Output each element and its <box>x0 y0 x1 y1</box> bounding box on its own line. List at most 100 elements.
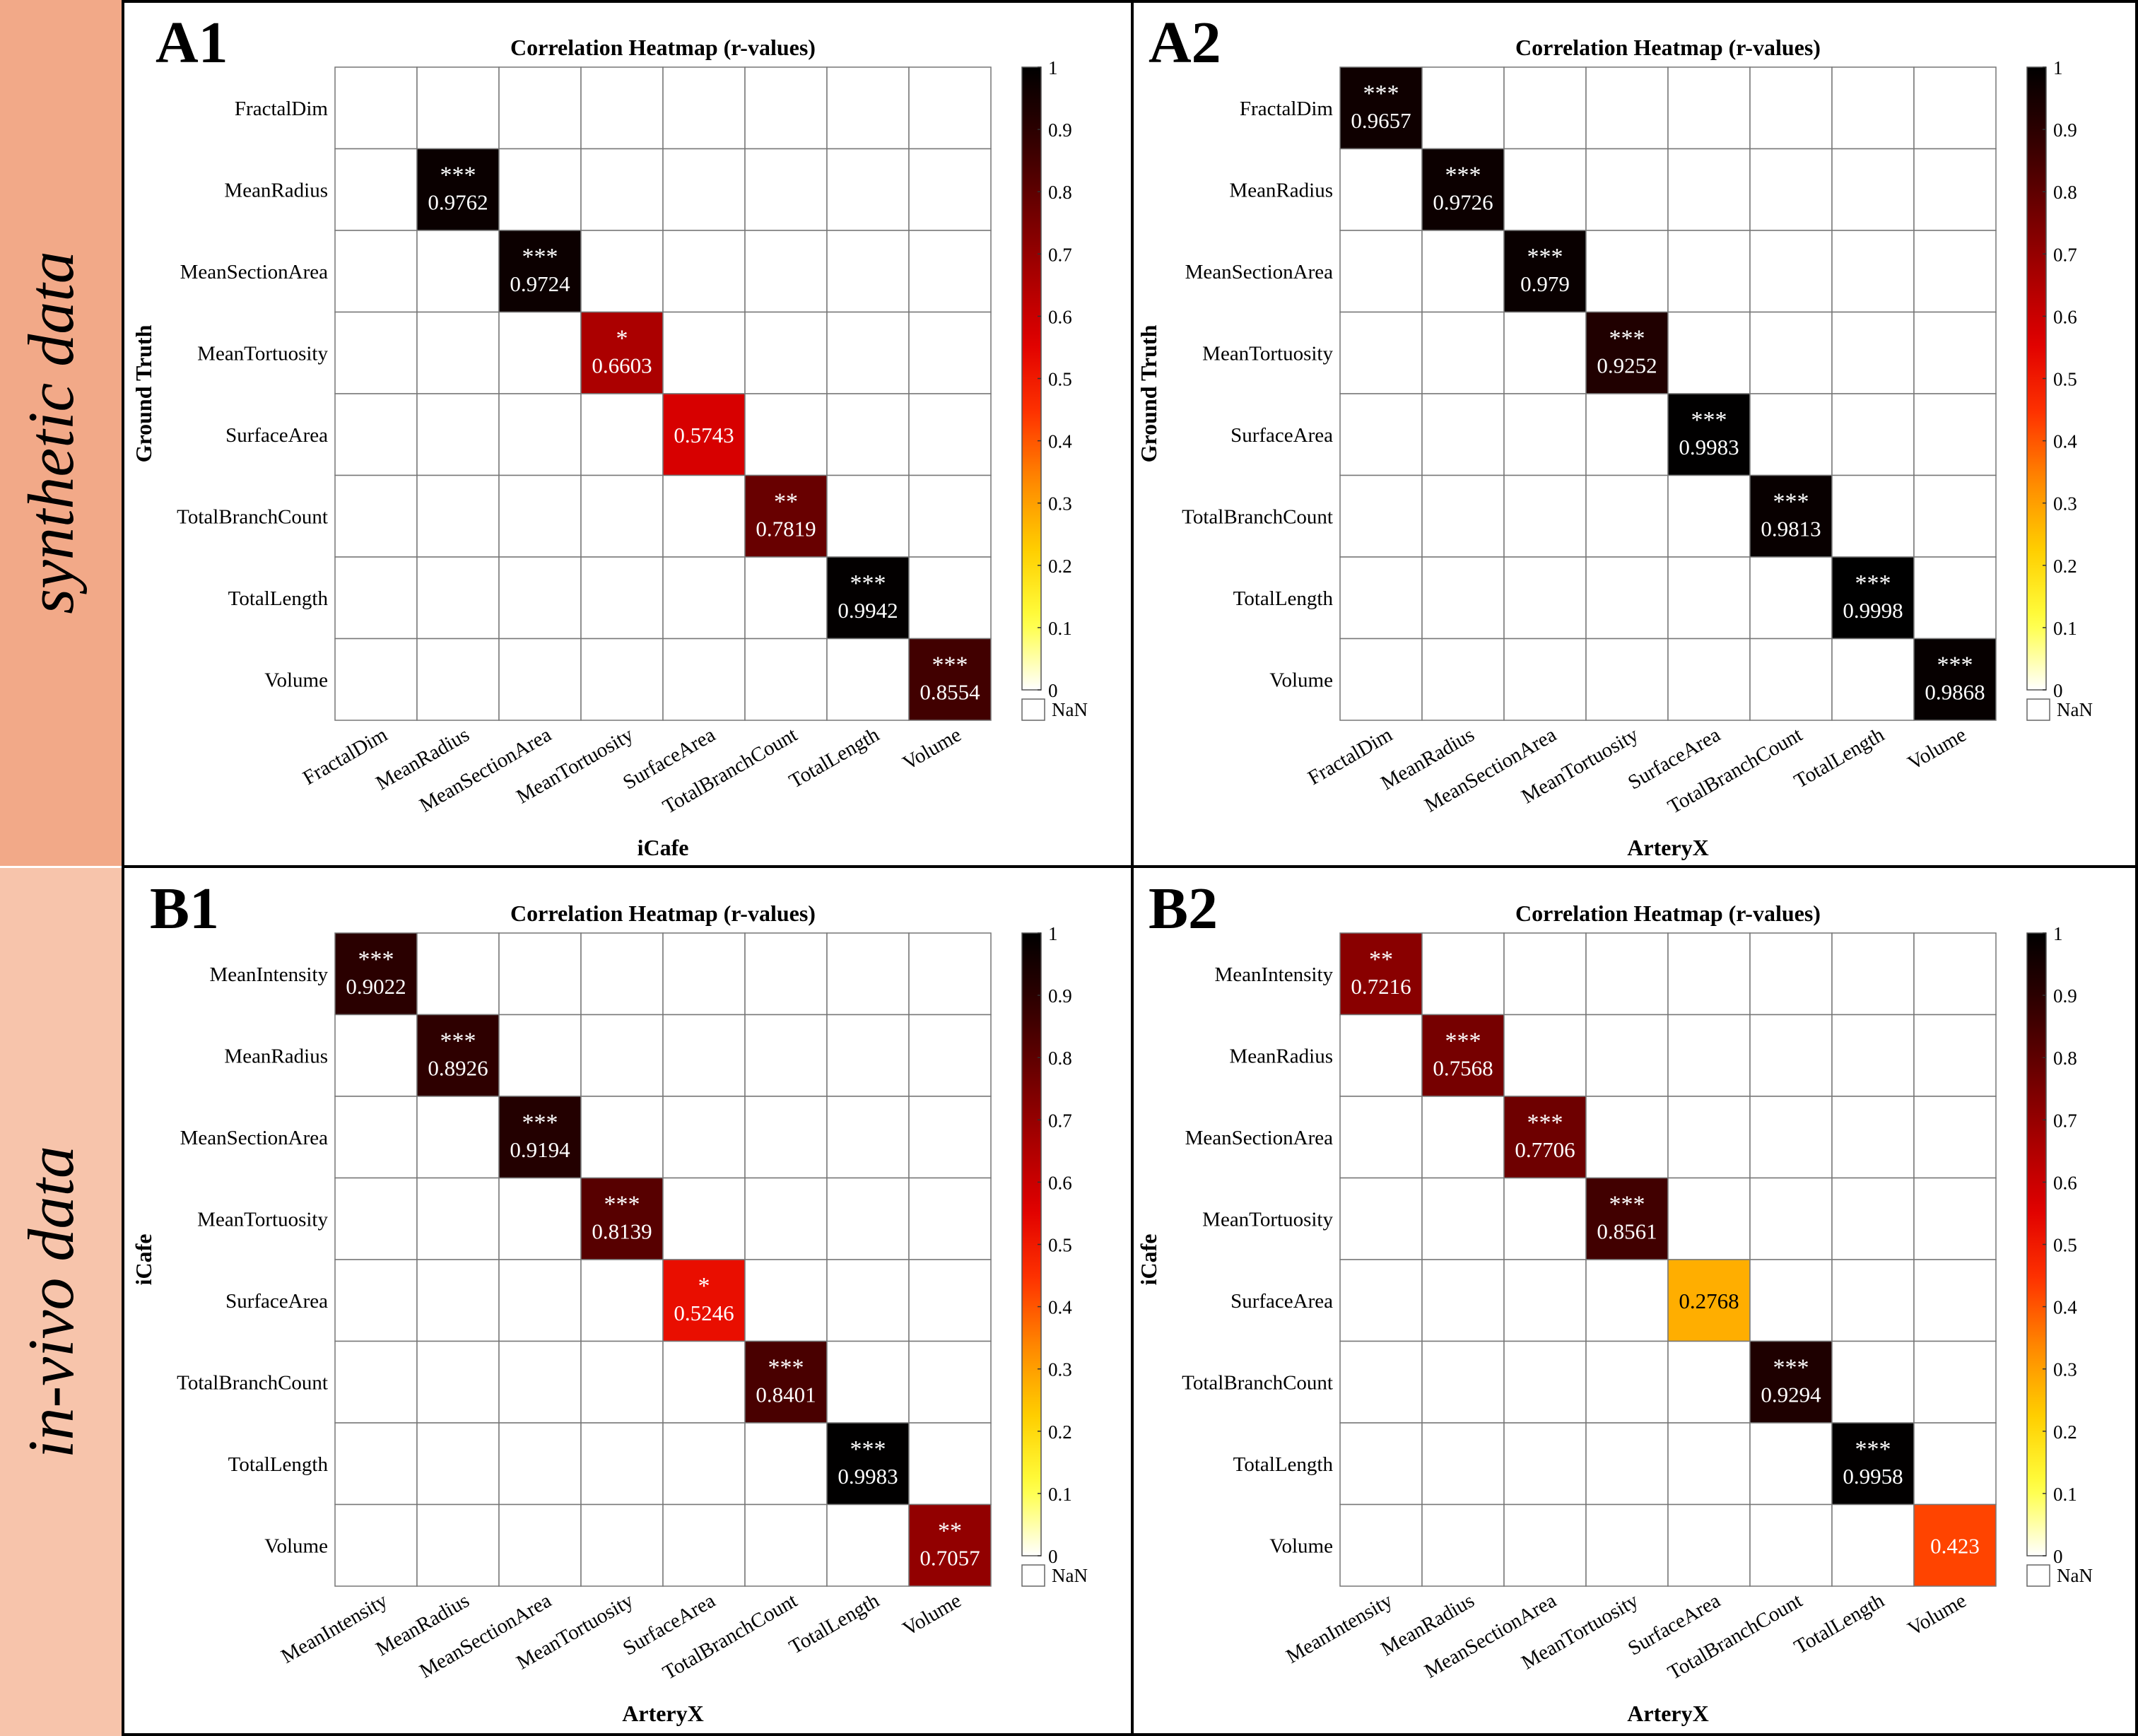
colorbar-tick-label: 0.4 <box>2053 1297 2077 1318</box>
heatmap-cell <box>1339 638 1423 721</box>
heatmap-cell <box>826 1177 910 1260</box>
heatmap-cell <box>1831 393 1915 476</box>
y-tick-label: Volume <box>1269 1535 1333 1557</box>
colorbar-tick-label: 0.3 <box>2053 1359 2077 1380</box>
chart-title: Correlation Heatmap (r-values) <box>510 35 816 60</box>
heatmap-cell <box>662 1096 746 1179</box>
y-tick-label: MeanRadius <box>224 179 328 201</box>
heatmap-cell <box>1585 1096 1669 1179</box>
heatmap-cell <box>580 1422 664 1506</box>
heatmap-cell <box>1339 311 1423 394</box>
heatmap-cell <box>1913 1014 1997 1097</box>
row-band-invivo <box>0 868 122 1736</box>
heatmap-cell <box>1421 1503 1505 1587</box>
colorbar-tick-label: 0.9 <box>1048 119 1072 141</box>
heatmap-panel-b2: B2 Correlation Heatmap (r-values) **0.7216… <box>1136 876 2093 1726</box>
heatmap-cell <box>1831 230 1915 313</box>
heatmap-cell-diagonal <box>1421 1014 1505 1097</box>
significance-label: * <box>698 1273 710 1299</box>
heatmap-cell <box>1831 1503 1915 1587</box>
heatmap-cell <box>498 393 582 476</box>
heatmap-cell <box>1831 1340 1915 1424</box>
heatmap-cell <box>908 556 992 640</box>
heatmap-cell-diagonal <box>908 638 992 721</box>
y-tick-label: MeanRadius <box>224 1045 328 1067</box>
heatmap-cell <box>1667 1096 1751 1179</box>
colorbar-tick-label: 0.1 <box>1048 1484 1072 1505</box>
colorbar-tick-label: 0 <box>1048 1546 1058 1567</box>
heatmap-cell <box>1831 148 1915 231</box>
heatmap-cell <box>1503 393 1587 476</box>
cell-value-label: 0.7568 <box>1433 1055 1493 1080</box>
heatmap-cell <box>1667 1422 1751 1506</box>
cell-value-label: 0.9942 <box>838 598 898 623</box>
cell-value-label: 0.7216 <box>1351 974 1411 999</box>
heatmap-cell-diagonal <box>744 474 828 558</box>
heatmap-cell <box>334 556 418 640</box>
heatmap-cell <box>580 1503 664 1587</box>
heatmap-cell <box>1585 66 1669 150</box>
colorbar-tick-label: 0 <box>2053 680 2063 701</box>
y-tick-label: Volume <box>1269 669 1333 691</box>
heatmap-cell <box>1749 638 1833 721</box>
heatmap-cell <box>498 932 582 1016</box>
y-tick-label: FractalDim <box>1240 98 1334 120</box>
colorbar-tick-label: 0.6 <box>1048 1172 1072 1193</box>
heatmap-cell <box>416 311 500 394</box>
heatmap-cell <box>1749 1014 1833 1097</box>
heatmap-cell <box>1585 556 1669 640</box>
y-axis-label: iCafe <box>131 1234 156 1286</box>
heatmap-cell <box>1339 393 1423 476</box>
x-axis-label: iCafe <box>638 835 689 860</box>
heatmap-cell <box>580 1340 664 1424</box>
colorbar-tick-label: 0.4 <box>2053 431 2077 452</box>
heatmap-cell <box>1913 474 1997 558</box>
cell-value-label: 0.9958 <box>1843 1464 1903 1489</box>
heatmap-cell <box>908 230 992 313</box>
y-tick-label: MeanRadius <box>1229 1045 1333 1067</box>
colorbar-tick-label: 0.7 <box>1048 1110 1072 1131</box>
y-tick-label: TotalBranchCount <box>1182 1371 1333 1394</box>
heatmap-cell <box>744 230 828 313</box>
y-tick-label: TotalBranchCount <box>1182 505 1333 528</box>
colorbar-tick-label: 0.6 <box>1048 306 1072 327</box>
heatmap-cell <box>1339 1259 1423 1342</box>
significance-label: *** <box>1445 1028 1481 1054</box>
colorbar-tick-label: 0.7 <box>2053 244 2077 265</box>
heatmap-cell <box>744 1014 828 1097</box>
heatmap-cell <box>1421 474 1505 558</box>
colorbar-tick-label: 1 <box>1048 923 1058 944</box>
heatmap-cell <box>498 66 582 150</box>
cell-value-label: 0.2768 <box>1679 1289 1739 1313</box>
significance-label: *** <box>522 244 558 270</box>
heatmap-cell <box>1339 230 1423 313</box>
significance-label: *** <box>1855 570 1891 597</box>
heatmap-cell <box>580 932 664 1016</box>
heatmap-cell <box>1339 556 1423 640</box>
heatmap-cell <box>334 474 418 558</box>
heatmap-cell <box>1667 474 1751 558</box>
heatmap-cell <box>1913 1096 1997 1179</box>
nan-label: NaN <box>1052 1565 1088 1586</box>
heatmap-cell <box>334 311 418 394</box>
heatmap-cell <box>1913 1259 1997 1342</box>
colorbar-tick-label: 1 <box>1048 57 1058 78</box>
y-tick-label: MeanIntensity <box>1214 963 1333 986</box>
heatmap-cell <box>908 474 992 558</box>
heatmap-cell <box>580 556 664 640</box>
x-axis-label: ArteryX <box>1627 835 1708 860</box>
significance-label: *** <box>440 162 476 188</box>
heatmap-cell <box>1749 230 1833 313</box>
y-tick-label: Volume <box>264 669 328 691</box>
heatmap-cell <box>580 638 664 721</box>
significance-label: *** <box>1773 488 1809 515</box>
heatmap-cell-diagonal <box>416 1014 500 1097</box>
nan-swatch <box>2026 698 2050 721</box>
colorbar-tick-label: 0 <box>1048 680 1058 701</box>
significance-label: *** <box>1773 1354 1809 1380</box>
heatmap-cell <box>1667 66 1751 150</box>
significance-label: * <box>616 325 628 351</box>
cell-value-label: 0.9294 <box>1761 1382 1821 1407</box>
cell-value-label: 0.9252 <box>1597 353 1657 377</box>
heatmap-cell <box>1503 638 1587 721</box>
